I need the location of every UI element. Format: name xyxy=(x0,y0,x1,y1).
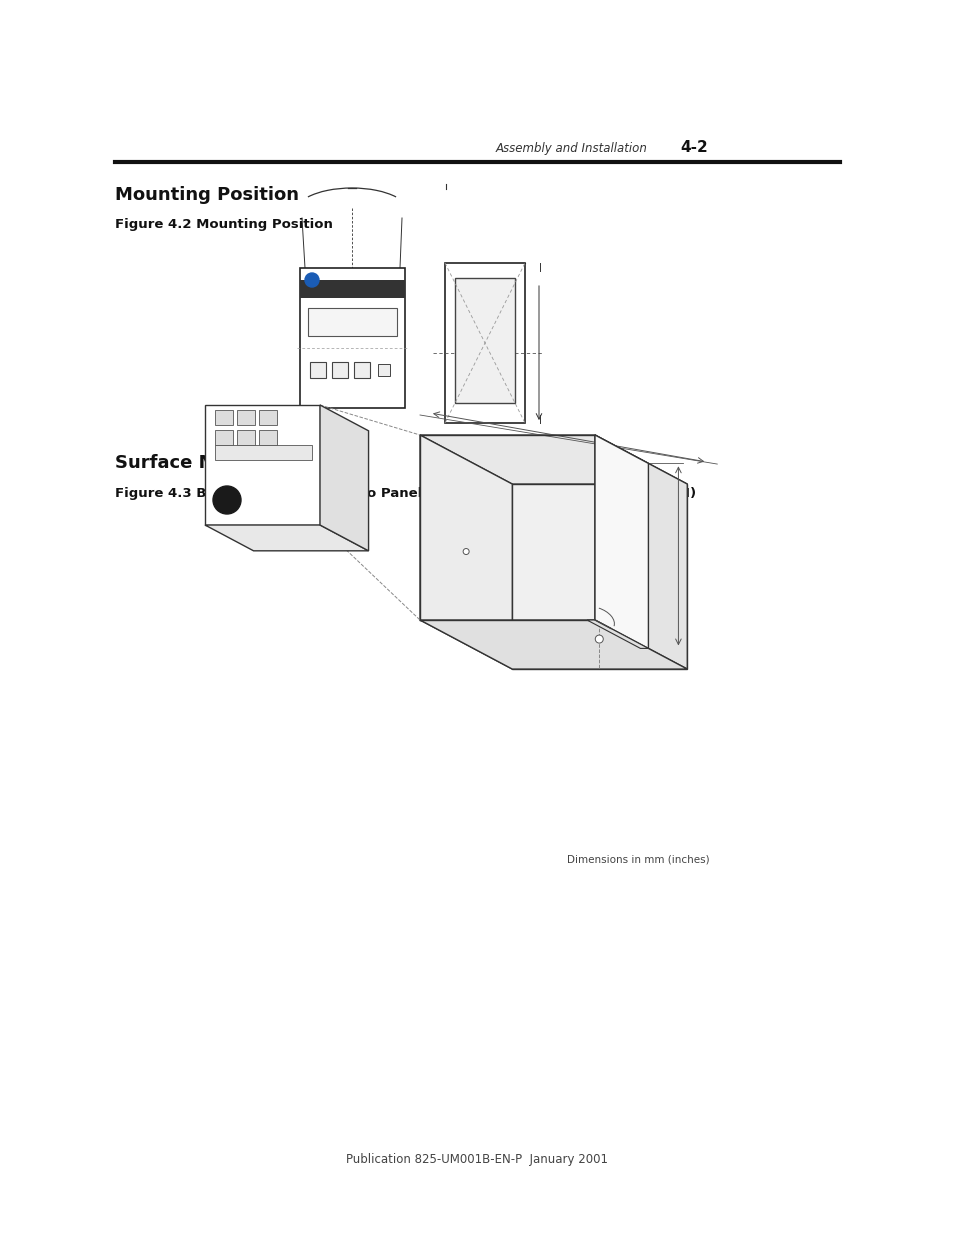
Polygon shape xyxy=(205,405,319,525)
Bar xyxy=(299,268,405,408)
Text: Figure 4.2 Mounting Position: Figure 4.2 Mounting Position xyxy=(115,219,333,231)
Polygon shape xyxy=(512,484,686,669)
Polygon shape xyxy=(595,435,686,669)
Polygon shape xyxy=(419,435,512,669)
Bar xyxy=(258,430,276,445)
Polygon shape xyxy=(419,620,686,669)
FancyBboxPatch shape xyxy=(354,362,370,378)
Bar xyxy=(455,278,515,403)
Bar xyxy=(308,308,396,336)
Polygon shape xyxy=(319,405,368,551)
Bar xyxy=(214,430,233,445)
Text: Dimensions in mm (inches): Dimensions in mm (inches) xyxy=(566,855,709,864)
Bar xyxy=(214,410,233,425)
Circle shape xyxy=(595,510,602,517)
Polygon shape xyxy=(586,620,648,648)
Text: 4-2: 4-2 xyxy=(679,140,707,156)
Text: Hinge: Hinge xyxy=(499,650,530,659)
Text: Figure 4.3 Basic Unit Mounted into Panel Mounting Frame (Cat. No. 825-FPM): Figure 4.3 Basic Unit Mounted into Panel… xyxy=(115,487,696,500)
Bar xyxy=(444,263,524,424)
Polygon shape xyxy=(419,435,686,484)
Text: Surface Mounting: Surface Mounting xyxy=(115,454,294,472)
Text: Assembly and Installation: Assembly and Installation xyxy=(496,142,647,156)
Circle shape xyxy=(462,548,469,555)
FancyBboxPatch shape xyxy=(310,362,326,378)
Polygon shape xyxy=(595,435,648,648)
Text: Publication 825-UM001B-EN-P  January 2001: Publication 825-UM001B-EN-P January 2001 xyxy=(346,1153,607,1166)
FancyBboxPatch shape xyxy=(332,362,348,378)
Bar xyxy=(299,280,405,298)
Text: Mounting Position: Mounting Position xyxy=(115,186,298,204)
Bar xyxy=(214,445,312,459)
Circle shape xyxy=(213,487,241,514)
Bar xyxy=(236,430,254,445)
Polygon shape xyxy=(205,525,368,551)
Bar xyxy=(258,410,276,425)
Circle shape xyxy=(305,273,318,287)
FancyBboxPatch shape xyxy=(377,364,390,375)
Bar xyxy=(236,410,254,425)
Circle shape xyxy=(595,635,602,643)
